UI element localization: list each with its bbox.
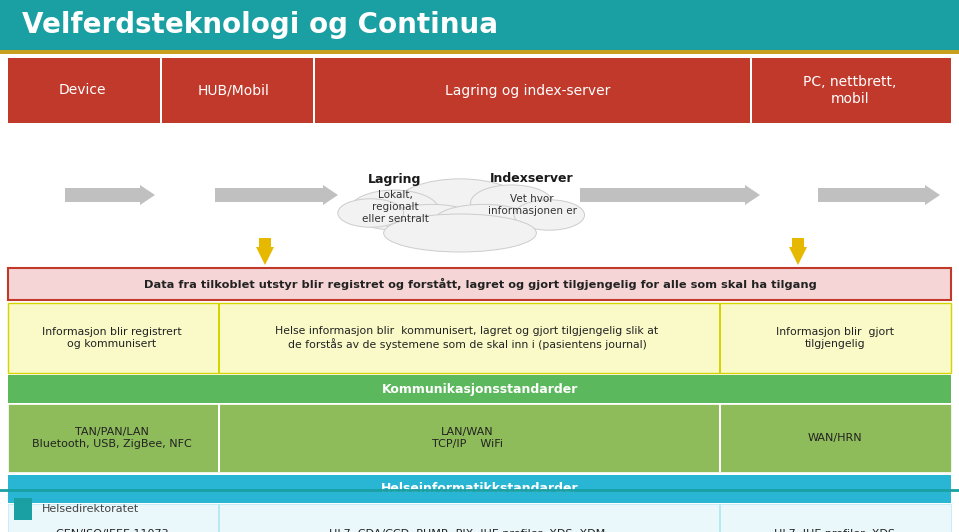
Polygon shape xyxy=(745,185,760,205)
Text: Lagring: Lagring xyxy=(368,173,422,187)
Ellipse shape xyxy=(349,190,439,230)
Text: Device: Device xyxy=(58,84,105,97)
Ellipse shape xyxy=(434,204,533,238)
Bar xyxy=(818,188,925,202)
Text: Indexserver: Indexserver xyxy=(490,171,573,185)
Bar xyxy=(215,188,323,202)
Polygon shape xyxy=(925,185,940,205)
Bar xyxy=(8,475,951,503)
Bar xyxy=(313,58,315,123)
Bar xyxy=(8,268,951,300)
Bar xyxy=(8,375,951,403)
Ellipse shape xyxy=(384,214,536,252)
Text: Helseinformatikkstandarder: Helseinformatikkstandarder xyxy=(381,483,579,495)
Bar xyxy=(719,504,721,532)
Bar xyxy=(719,303,721,373)
Polygon shape xyxy=(256,247,274,265)
Text: Informasjon blir  gjort
tilgjengelig: Informasjon blir gjort tilgjengelig xyxy=(776,327,894,349)
Bar xyxy=(8,504,951,532)
Polygon shape xyxy=(789,247,807,265)
Text: WAN/HRN: WAN/HRN xyxy=(807,433,862,443)
Bar xyxy=(8,303,951,373)
Polygon shape xyxy=(323,185,338,205)
Text: Helse informasjon blir  kommunisert, lagret og gjort tilgjengelig slik at
de for: Helse informasjon blir kommunisert, lagr… xyxy=(275,326,659,350)
Bar xyxy=(14,498,32,520)
Bar xyxy=(218,404,220,472)
Text: HL7  CDA/CCD, PHMR, PIX, IHE profiler, XDS, XDM: HL7 CDA/CCD, PHMR, PIX, IHE profiler, XD… xyxy=(329,529,605,532)
Bar xyxy=(792,238,804,247)
Bar xyxy=(0,50,959,54)
Ellipse shape xyxy=(338,199,404,227)
Bar xyxy=(8,404,951,472)
Text: Velferdsteknologi og Continua: Velferdsteknologi og Continua xyxy=(22,11,498,39)
Text: HL7, IHE profiler, XDS: HL7, IHE profiler, XDS xyxy=(775,529,896,532)
Bar xyxy=(218,504,220,532)
Bar xyxy=(259,238,271,247)
Text: CEN/ISO/IEEE 11073: CEN/ISO/IEEE 11073 xyxy=(56,529,169,532)
Bar xyxy=(8,58,951,123)
Text: HUB/Mobil: HUB/Mobil xyxy=(199,84,269,97)
Text: Vet hvor
informasjonen er: Vet hvor informasjonen er xyxy=(487,194,576,216)
Ellipse shape xyxy=(471,185,552,221)
Ellipse shape xyxy=(395,179,525,231)
Text: Lokalt,
regionalt
eller sentralt: Lokalt, regionalt eller sentralt xyxy=(362,190,429,223)
Text: Data fra tilkoblet utstyr blir registret og forstått, lagret og gjort tilgjengel: Data fra tilkoblet utstyr blir registret… xyxy=(144,278,816,290)
Text: Helsedirektoratet: Helsedirektoratet xyxy=(42,504,139,514)
Bar xyxy=(160,58,162,123)
Text: TAN/PAN/LAN
Bluetooth, USB, ZigBee, NFC: TAN/PAN/LAN Bluetooth, USB, ZigBee, NFC xyxy=(32,427,192,449)
Text: Lagring og index-server: Lagring og index-server xyxy=(445,84,611,97)
Bar xyxy=(719,404,721,472)
Text: PC, nettbrett,
mobil: PC, nettbrett, mobil xyxy=(804,76,897,105)
Text: LAN/WAN
TCP/IP    WiFi: LAN/WAN TCP/IP WiFi xyxy=(432,427,503,449)
Text: Informasjon blir registrert
og kommunisert: Informasjon blir registrert og kommunise… xyxy=(42,327,182,349)
Bar xyxy=(580,188,745,202)
Polygon shape xyxy=(140,185,155,205)
Ellipse shape xyxy=(385,204,479,238)
Bar xyxy=(0,0,959,54)
Bar xyxy=(65,188,140,202)
Text: Kommunikasjonsstandarder: Kommunikasjonsstandarder xyxy=(382,383,578,395)
Ellipse shape xyxy=(514,200,585,230)
Bar xyxy=(750,58,752,123)
Bar xyxy=(218,303,220,373)
